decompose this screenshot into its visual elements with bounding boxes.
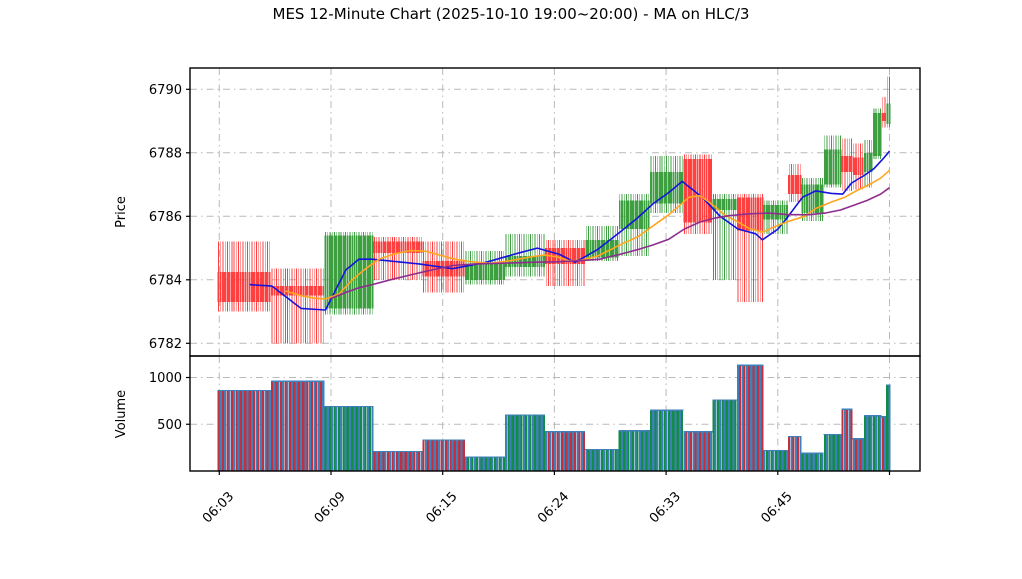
time-tick-label: 06:33 [647, 489, 684, 526]
price-tick-label: 6782 [149, 337, 182, 352]
MA-fast [249, 150, 891, 311]
ma-lines [249, 150, 891, 311]
volume-tick-label: 500 [157, 418, 182, 433]
time-tick-label: 06:03 [200, 489, 237, 526]
price-tick-label: 6790 [149, 83, 182, 98]
price-axis-label: Price [114, 196, 129, 228]
MA-mid [285, 169, 891, 300]
volume-bars [217, 364, 891, 471]
MA-slow [329, 187, 890, 300]
time-tick-label: 06:15 [423, 489, 460, 526]
chart-title: MES 12-Minute Chart (2025-10-10 19:00~20… [273, 5, 750, 23]
price-tick-label: 6788 [149, 146, 182, 161]
volume-axis-label: Volume [114, 390, 129, 438]
volume-tick-label: 1000 [149, 371, 182, 386]
time-tick-label: 06:45 [759, 489, 796, 526]
time-tick-label: 06:24 [535, 489, 572, 526]
price-tick-label: 6784 [149, 273, 182, 288]
price-tick-label: 6786 [149, 210, 182, 225]
time-tick-label: 06:09 [312, 489, 349, 526]
